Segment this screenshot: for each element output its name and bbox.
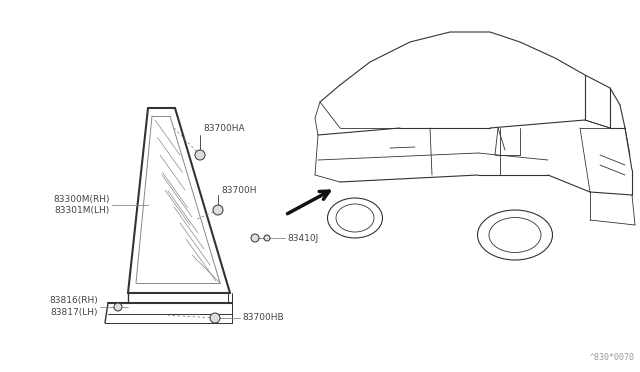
Circle shape (264, 235, 270, 241)
Text: 83700HA: 83700HA (203, 124, 244, 132)
Circle shape (210, 313, 220, 323)
Circle shape (114, 303, 122, 311)
Text: 83817(LH): 83817(LH) (51, 308, 98, 317)
Text: 83816(RH): 83816(RH) (49, 295, 98, 305)
Circle shape (195, 150, 205, 160)
Text: 83300M(RH): 83300M(RH) (54, 195, 110, 203)
Text: 83700H: 83700H (221, 186, 257, 195)
Text: 83410J: 83410J (287, 234, 318, 243)
Text: 83700HB: 83700HB (242, 314, 284, 323)
Circle shape (251, 234, 259, 242)
Text: 83301M(LH): 83301M(LH) (55, 205, 110, 215)
Circle shape (213, 205, 223, 215)
Text: ^830*0070: ^830*0070 (590, 353, 635, 362)
